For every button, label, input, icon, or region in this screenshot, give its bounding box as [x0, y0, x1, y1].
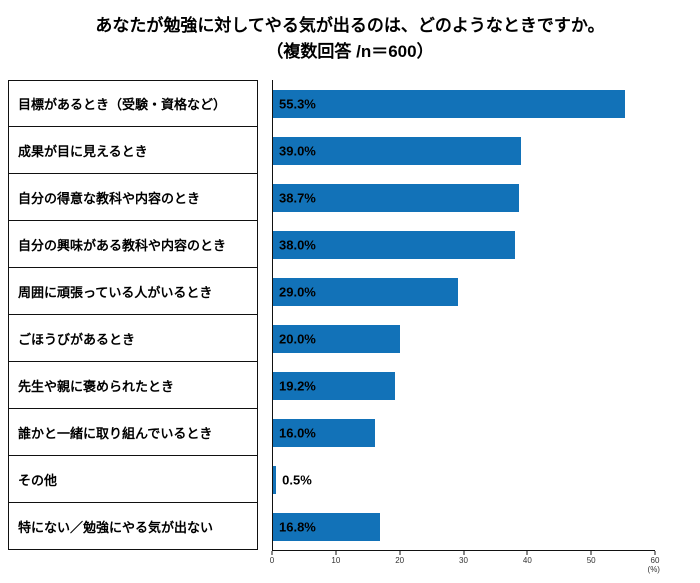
bar-track: 16.0% — [272, 409, 655, 456]
bar-value-label: 39.0% — [279, 143, 316, 158]
chart-title-line2: （複数回答 /n＝600） — [266, 41, 434, 61]
bar-chart: 目標があるとき（受験・資格など） 55.3% 成果が目に見えるとき 39.0% … — [8, 80, 660, 574]
bar-value-label: 16.0% — [279, 425, 316, 440]
chart-row: 自分の興味がある教科や内容のとき 38.0% — [8, 221, 655, 268]
bar — [273, 230, 515, 259]
chart-row: 先生や親に褒められたとき 19.2% — [8, 362, 655, 409]
category-label: その他 — [8, 456, 258, 503]
bar — [273, 371, 396, 400]
category-label: 特にない／勉強にやる気が出ない — [8, 503, 258, 550]
category-label: 目標があるとき（受験・資格など） — [8, 80, 258, 127]
category-label: 先生や親に褒められたとき — [8, 362, 258, 409]
bar-track: 38.0% — [272, 221, 655, 268]
bar-value-label: 0.5% — [282, 472, 312, 487]
bar — [273, 89, 626, 118]
chart-row: 自分の得意な教科や内容のとき 38.7% — [8, 174, 655, 221]
bar-value-label: 20.0% — [279, 331, 316, 346]
bar-track: 55.3% — [272, 80, 655, 127]
bar-track: 16.8% — [272, 503, 655, 550]
chart-row: 特にない／勉強にやる気が出ない 16.8% — [8, 503, 655, 550]
x-axis: 0 10 20 30 40 50 60 (%) — [269, 550, 660, 574]
chart-row: ごほうびがあるとき 20.0% — [8, 315, 655, 362]
category-label: 自分の興味がある教科や内容のとき — [8, 221, 258, 268]
bar — [273, 418, 375, 447]
chart-row: 周囲に頑張っている人がいるとき 29.0% — [8, 268, 655, 315]
bar-value-label: 16.8% — [279, 519, 316, 534]
x-axis-tick-label: 50 — [586, 556, 596, 565]
x-axis-tick-label: 0 — [269, 556, 275, 565]
x-axis-tick-label: 30 — [459, 556, 468, 565]
chart-title: あなたが勉強に対してやる気が出るのは、どのようなときですか。 （複数回答 /n＝… — [0, 0, 700, 64]
bar-track: 39.0% — [272, 127, 655, 174]
bar-track: 0.5% — [272, 456, 655, 503]
bar — [273, 136, 522, 165]
bar-value-label: 29.0% — [279, 284, 316, 299]
category-label: 自分の得意な教科や内容のとき — [8, 174, 258, 221]
x-axis-tick — [526, 551, 528, 555]
chart-row: 成果が目に見えるとき 39.0% — [8, 127, 655, 174]
category-label: 成果が目に見えるとき — [8, 127, 258, 174]
chart-row: その他 0.5% — [8, 456, 655, 503]
x-axis-tick-label: 10 — [331, 556, 341, 565]
x-axis-tick — [271, 551, 273, 555]
bar-value-label: 38.7% — [279, 190, 316, 205]
x-axis-tick — [590, 551, 592, 555]
bar — [273, 183, 520, 212]
chart-row: 目標があるとき（受験・資格など） 55.3% — [8, 80, 655, 127]
x-axis-row: 0 10 20 30 40 50 60 (%) — [8, 550, 660, 574]
x-axis-unit-label: (%) — [647, 565, 660, 574]
chart-row: 誰かと一緒に取り組んでいるとき 16.0% — [8, 409, 655, 456]
bar — [273, 277, 458, 306]
bar-track: 19.2% — [272, 362, 655, 409]
category-label: 周囲に頑張っている人がいるとき — [8, 268, 258, 315]
x-axis-tick-label: 60 — [650, 556, 660, 565]
bar — [273, 512, 380, 541]
bar-track: 38.7% — [272, 174, 655, 221]
category-label: 誰かと一緒に取り組んでいるとき — [8, 409, 258, 456]
bar-value-label: 55.3% — [279, 96, 316, 111]
chart-title-line1: あなたが勉強に対してやる気が出るのは、どのようなときですか。 — [95, 16, 605, 35]
axis-left-spacer — [8, 550, 258, 572]
bar-value-label: 38.0% — [279, 237, 316, 252]
x-axis-tick-label: 20 — [395, 556, 405, 565]
category-label: ごほうびがあるとき — [8, 315, 258, 362]
bar — [273, 324, 401, 353]
x-axis-tick — [463, 551, 464, 555]
x-axis-tick-label: 40 — [522, 556, 532, 565]
x-axis-tick — [335, 551, 337, 555]
x-axis-tick — [399, 551, 401, 555]
bar-track: 20.0% — [272, 315, 655, 362]
bar-track: 29.0% — [272, 268, 655, 315]
bar — [273, 465, 277, 494]
x-axis-tick — [654, 551, 656, 555]
bar-value-label: 19.2% — [279, 378, 316, 393]
